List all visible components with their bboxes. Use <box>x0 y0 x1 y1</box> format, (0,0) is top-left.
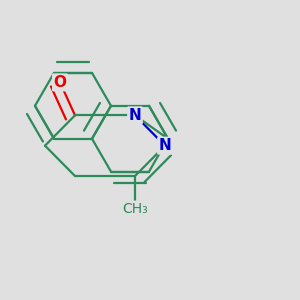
Text: N: N <box>129 108 141 123</box>
Text: N: N <box>159 138 171 153</box>
Text: O: O <box>53 75 67 90</box>
Text: CH₃: CH₃ <box>122 202 148 216</box>
